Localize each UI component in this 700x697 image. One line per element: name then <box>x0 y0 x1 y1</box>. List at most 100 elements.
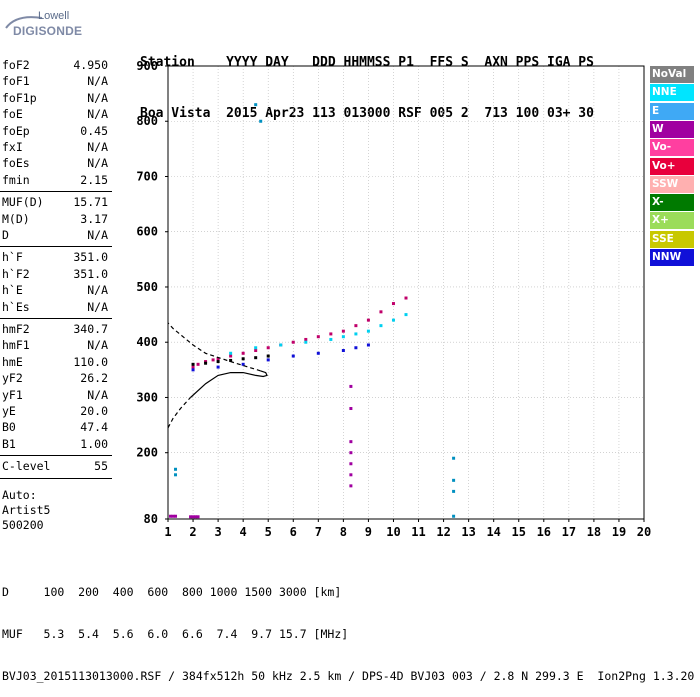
param-name: foEs <box>2 156 30 171</box>
footer-muf-row: MUF 5.3 5.4 5.6 6.0 6.6 7.4 9.7 15.7 [MH… <box>2 627 349 641</box>
legend-item-nnw: NNW <box>650 249 694 266</box>
data-point <box>254 346 258 350</box>
param-value: N/A <box>87 299 108 314</box>
param-name: MUF(D) <box>2 195 44 210</box>
data-point <box>279 343 283 347</box>
data-point <box>254 103 258 107</box>
x-tick-label: 16 <box>537 525 551 539</box>
param-name: yF2 <box>2 371 23 386</box>
legend-item-sse: SSE <box>650 230 694 248</box>
auto-line2: Artist5 <box>2 502 51 517</box>
data-point <box>452 478 456 482</box>
y-tick-label: 80 <box>144 512 158 526</box>
param-value: N/A <box>87 107 108 122</box>
param-value: 2.15 <box>80 172 108 187</box>
data-point <box>354 324 358 328</box>
param-name: hmE <box>2 354 23 369</box>
data-point <box>196 362 200 366</box>
param-value: 0.45 <box>80 123 108 138</box>
param-name: M(D) <box>2 211 30 226</box>
data-point <box>211 358 215 362</box>
param-name: foE <box>2 107 23 122</box>
data-point <box>341 335 345 339</box>
param-row: h`F 351.0 <box>2 250 108 266</box>
data-point <box>241 362 245 366</box>
legend-item-vo-: Vo+ <box>650 157 694 175</box>
param-name: h`F2 <box>2 266 30 281</box>
param-row: fmin 2.15 <box>2 173 108 189</box>
y-tick-label: 200 <box>136 446 158 460</box>
param-row: foE N/A <box>2 107 108 123</box>
param-value: N/A <box>87 74 108 89</box>
y-tick-label: 400 <box>136 335 158 349</box>
param-value: N/A <box>87 387 108 402</box>
legend-item-x-: X+ <box>650 212 694 230</box>
param-separator <box>0 455 112 457</box>
data-point <box>349 451 353 455</box>
param-value: 110.0 <box>73 354 108 369</box>
param-name: hmF1 <box>2 338 30 353</box>
header-values: Boa Vista 2015 Apr23 113 013000 RSF 005 … <box>140 106 594 121</box>
x-tick-label: 4 <box>240 525 247 539</box>
y-tick-label: 300 <box>136 390 158 404</box>
auto-line3: 500200 <box>2 517 44 532</box>
legend-item-nne: NNE <box>650 84 694 102</box>
data-point <box>391 302 395 306</box>
data-point <box>349 473 353 477</box>
param-value: 3.17 <box>80 211 108 226</box>
param-name: D <box>2 228 9 242</box>
x-tick-label: 11 <box>411 525 425 539</box>
data-point <box>174 473 178 477</box>
param-value: 55 <box>94 459 108 474</box>
y-tick-label: 800 <box>136 114 158 128</box>
x-tick-label: 1 <box>164 525 171 539</box>
data-point <box>189 515 193 519</box>
x-tick-label: 13 <box>461 525 475 539</box>
param-value: 47.4 <box>80 420 108 435</box>
param-name: yF1 <box>2 387 23 402</box>
data-point <box>229 354 233 358</box>
logo-line1: Lowell <box>38 10 70 22</box>
param-row: fxI N/A <box>2 140 108 156</box>
chart-axes: 1 2 3 4 5 6 7 8 9 10 11 12 13 14 15 16 17 18 19 20802003004… <box>136 59 651 539</box>
param-value: N/A <box>87 228 108 242</box>
profile-line-solid <box>190 370 268 398</box>
param-row: foF2 4.950 <box>2 58 108 74</box>
data-point <box>366 343 370 347</box>
param-row: MUF(D) 15.71 <box>2 195 108 211</box>
param-name: B1 <box>2 436 16 451</box>
param-name: fxI <box>2 140 23 154</box>
auto-line1: Auto: <box>2 487 37 502</box>
param-separator <box>0 246 112 248</box>
data-point <box>194 515 198 519</box>
x-tick-label: 17 <box>562 525 576 539</box>
legend-item-vo-: Vo- <box>650 139 694 157</box>
param-value: 351.0 <box>73 250 108 265</box>
data-point <box>452 489 456 493</box>
legend-item-noval: NoVal <box>650 66 694 83</box>
data-point <box>349 384 353 388</box>
param-name: yE <box>2 404 16 418</box>
param-row: hmF1 N/A <box>2 338 108 354</box>
param-row: B0 47.4 <box>2 420 108 436</box>
data-point <box>349 440 353 444</box>
data-point <box>241 351 245 355</box>
data-point <box>216 365 220 369</box>
data-point <box>316 351 320 355</box>
data-point <box>452 456 456 460</box>
footer-file-info: BVJ03_2015113013000.RSF / 384fx512h 50 k… <box>2 669 695 683</box>
x-tick-label: 6 <box>290 525 297 539</box>
data-point <box>266 346 270 350</box>
legend-item-x-: X- <box>650 194 694 212</box>
param-name: foF1p <box>2 90 37 105</box>
legend-item-e: E <box>650 102 694 120</box>
data-point <box>316 335 320 339</box>
param-row: foEp 0.45 <box>2 124 108 140</box>
param-value: 20.0 <box>80 404 108 418</box>
param-row: foF1 N/A <box>2 74 108 90</box>
param-row: yE 20.0 <box>2 404 108 420</box>
x-tick-label: 10 <box>386 525 400 539</box>
param-row: foEs N/A <box>2 156 108 172</box>
data-point <box>366 329 370 333</box>
param-row: B1 1.00 <box>2 437 108 453</box>
